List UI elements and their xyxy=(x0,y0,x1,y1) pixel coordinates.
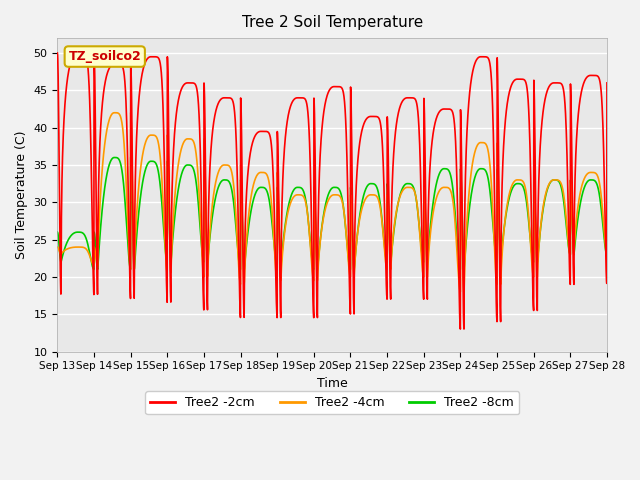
Line: Tree2 -8cm: Tree2 -8cm xyxy=(58,157,607,269)
Legend: Tree2 -2cm, Tree2 -4cm, Tree2 -8cm: Tree2 -2cm, Tree2 -4cm, Tree2 -8cm xyxy=(145,391,519,414)
Tree2 -4cm xyxy=(534,274,541,280)
Tree2 -4cm xyxy=(264,176,272,181)
Tree2 -4cm xyxy=(456,289,464,295)
Tree2 -8cm xyxy=(456,266,464,272)
Tree2 -2cm xyxy=(533,306,541,312)
Tree2 -4cm xyxy=(593,171,600,177)
Tree2 -2cm xyxy=(149,54,157,60)
Tree2 -8cm xyxy=(264,193,272,199)
Tree2 -4cm xyxy=(149,132,157,138)
Tree2 -8cm xyxy=(149,158,157,164)
Text: TZ_soilco2: TZ_soilco2 xyxy=(68,50,141,63)
Tree2 -8cm xyxy=(593,180,600,186)
Tree2 -8cm xyxy=(288,190,296,196)
Tree2 -4cm xyxy=(603,177,611,183)
Tree2 -4cm xyxy=(110,110,118,116)
Line: Tree2 -4cm: Tree2 -4cm xyxy=(58,113,607,292)
Tree2 -8cm xyxy=(54,229,61,235)
Tree2 -2cm xyxy=(593,72,600,78)
Tree2 -4cm xyxy=(54,244,61,250)
X-axis label: Time: Time xyxy=(317,377,348,390)
Tree2 -2cm xyxy=(54,50,61,56)
Tree2 -2cm xyxy=(264,129,272,135)
Tree2 -4cm xyxy=(288,196,296,202)
Tree2 -4cm xyxy=(116,113,124,119)
Tree2 -2cm xyxy=(603,80,611,86)
Title: Tree 2 Soil Temperature: Tree 2 Soil Temperature xyxy=(241,15,423,30)
Line: Tree2 -2cm: Tree2 -2cm xyxy=(58,53,607,329)
Tree2 -8cm xyxy=(534,259,541,265)
Tree2 -2cm xyxy=(116,61,124,67)
Tree2 -8cm xyxy=(116,160,124,166)
Tree2 -2cm xyxy=(288,100,296,106)
Tree2 -2cm xyxy=(456,326,464,332)
Y-axis label: Soil Temperature (C): Soil Temperature (C) xyxy=(15,131,28,259)
Tree2 -8cm xyxy=(110,155,118,160)
Tree2 -8cm xyxy=(603,177,611,183)
